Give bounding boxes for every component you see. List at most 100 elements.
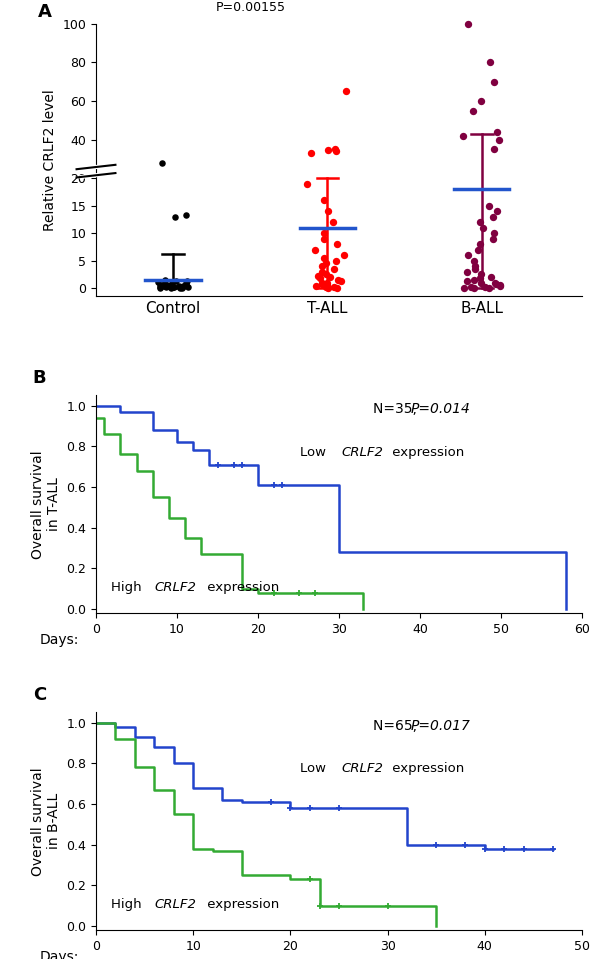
Point <box>317 258 327 273</box>
Point <box>311 279 320 294</box>
Text: CRLF2: CRLF2 <box>341 446 383 458</box>
Text: Days:: Days: <box>40 949 79 959</box>
Point <box>172 273 181 289</box>
Point <box>306 146 316 161</box>
Point <box>487 269 496 285</box>
Point <box>332 236 342 251</box>
Point <box>493 203 502 219</box>
Point <box>468 103 478 118</box>
Point <box>177 280 187 295</box>
Point <box>317 275 327 291</box>
Point <box>495 277 505 292</box>
Point <box>484 198 494 213</box>
Point <box>323 143 333 158</box>
Point <box>317 276 327 292</box>
Text: High: High <box>110 898 145 910</box>
Point <box>491 275 500 291</box>
Point <box>154 274 163 290</box>
Point <box>469 253 479 269</box>
Point <box>329 261 338 276</box>
Text: P=0.017: P=0.017 <box>411 719 471 733</box>
Point <box>317 264 326 279</box>
Point <box>328 215 338 230</box>
Text: expression: expression <box>388 762 464 776</box>
Point <box>320 231 329 246</box>
Point <box>322 279 331 294</box>
Y-axis label: Relative CRLF2 level: Relative CRLF2 level <box>43 89 57 231</box>
Point <box>463 247 473 263</box>
Point <box>175 280 185 295</box>
Point <box>489 74 499 89</box>
Text: N=65,: N=65, <box>373 719 421 733</box>
Text: B: B <box>33 368 46 386</box>
Point <box>161 279 171 294</box>
Point <box>326 269 335 285</box>
Text: CRLF2: CRLF2 <box>341 762 383 776</box>
Point <box>162 277 172 292</box>
Point <box>174 279 184 294</box>
Point <box>484 280 494 295</box>
Point <box>169 279 178 294</box>
Point <box>157 155 167 171</box>
Point <box>476 275 485 291</box>
Point <box>155 279 165 294</box>
Point <box>469 272 479 288</box>
Point <box>478 220 487 235</box>
Point <box>488 231 497 246</box>
Point <box>314 269 323 284</box>
Point <box>319 193 329 208</box>
Point <box>334 272 343 288</box>
Point <box>155 277 164 292</box>
Point <box>155 280 165 295</box>
Point <box>463 16 472 32</box>
Point <box>459 280 469 295</box>
Point <box>341 83 350 99</box>
Text: High: High <box>110 580 145 594</box>
Text: Low: Low <box>300 446 331 458</box>
Point <box>466 279 476 294</box>
Point <box>489 225 499 241</box>
Point <box>310 242 319 257</box>
Point <box>322 277 332 292</box>
Point <box>463 264 472 279</box>
Point <box>182 275 191 291</box>
Point <box>339 247 349 263</box>
Point <box>332 280 342 295</box>
Point <box>322 275 331 291</box>
Point <box>470 261 480 276</box>
Point <box>485 55 495 70</box>
Point <box>166 280 176 295</box>
Point <box>321 267 331 282</box>
Point <box>182 273 192 289</box>
Point <box>321 256 331 271</box>
Point <box>329 280 339 295</box>
Point <box>475 236 484 251</box>
Point <box>320 225 329 241</box>
Point <box>336 273 346 289</box>
Point <box>488 209 497 224</box>
Point <box>302 175 312 191</box>
Point <box>181 208 191 223</box>
Point <box>469 280 479 295</box>
Text: expression: expression <box>388 446 464 458</box>
Text: C: C <box>33 686 46 704</box>
Point <box>323 280 333 295</box>
Y-axis label: Overall survival
in B-ALL: Overall survival in B-ALL <box>31 767 61 876</box>
Text: CRLF2: CRLF2 <box>154 580 196 594</box>
Text: Low: Low <box>300 762 331 776</box>
Point <box>178 278 187 293</box>
Point <box>458 128 468 143</box>
Point <box>315 270 325 286</box>
Point <box>160 272 170 288</box>
Text: expression: expression <box>203 580 279 594</box>
Point <box>170 209 179 224</box>
Point <box>331 142 340 157</box>
Point <box>167 275 176 291</box>
Point <box>164 278 174 293</box>
Text: P=0.014: P=0.014 <box>411 402 471 416</box>
Point <box>160 276 169 292</box>
Text: A: A <box>38 3 52 21</box>
Point <box>169 279 178 294</box>
Text: CRLF2: CRLF2 <box>154 898 196 910</box>
Text: N=35,: N=35, <box>373 402 421 416</box>
